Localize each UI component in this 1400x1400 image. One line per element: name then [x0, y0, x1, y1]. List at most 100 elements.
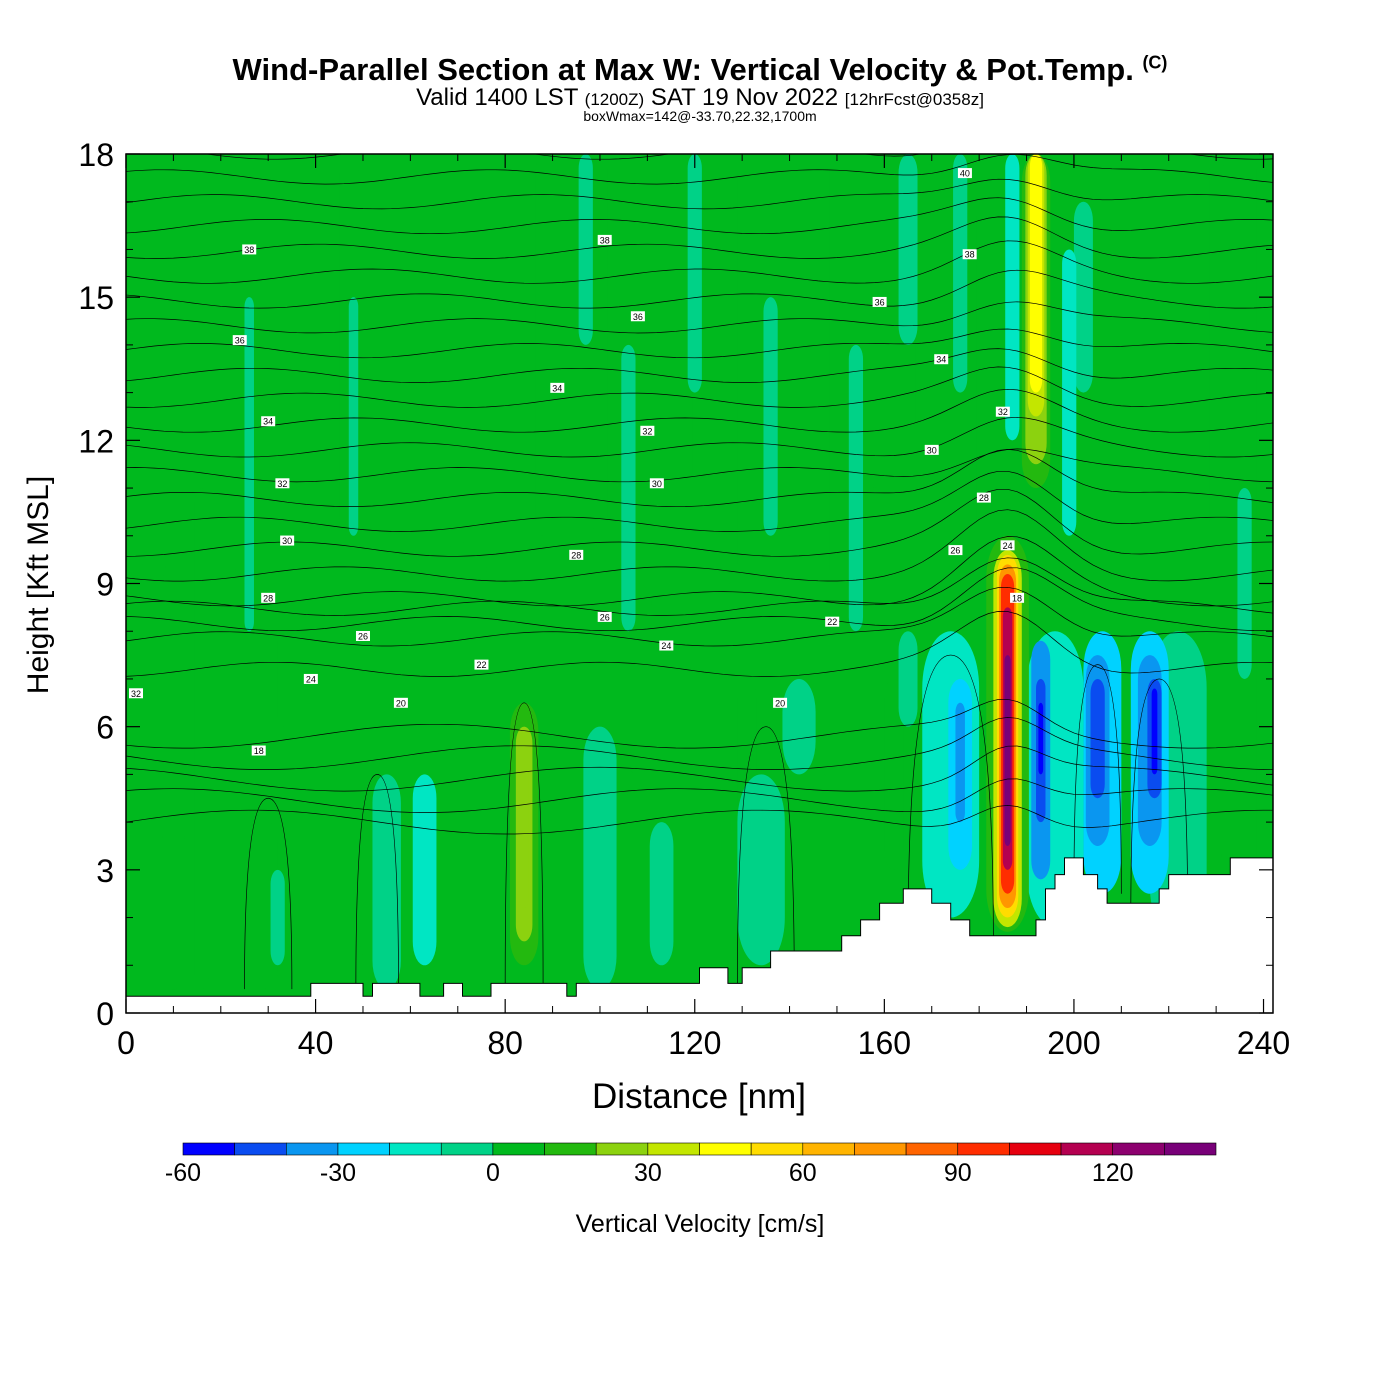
theta-contour-line	[126, 240, 1273, 284]
colorbar-swatch	[750, 1142, 804, 1156]
contour-label: 26	[950, 546, 960, 556]
chart-subtitle: Valid 1400 LST (1200Z) SAT 19 Nov 2022 […	[0, 86, 1400, 112]
velocity-cell	[277, 631, 288, 727]
contour-label-bg	[825, 616, 840, 627]
colorbar-swatch	[440, 1142, 494, 1156]
x-tick-label: 200	[1047, 1025, 1100, 1061]
velocity-cell	[953, 154, 968, 393]
contour-label-bg	[261, 592, 276, 603]
theta-contour-line	[737, 726, 795, 990]
contour-label: 32	[998, 407, 1008, 417]
theta-contour-line	[126, 805, 1273, 835]
contour-label: 28	[571, 550, 581, 560]
subtitle-forecast: [12hrFcst@0358z]	[844, 90, 984, 109]
contour-label-bg	[355, 630, 370, 641]
colorbar-swatch	[802, 1142, 855, 1156]
colorbar: -60 -30 0 30 60 90 120	[165, 1142, 1217, 1187]
terrain-mask	[126, 857, 1273, 1013]
colorbar-tick-label: 90	[944, 1159, 972, 1187]
velocity-cell	[1038, 702, 1044, 775]
contour-label-bg	[957, 168, 972, 179]
y-tick-label: 18	[78, 137, 114, 173]
contour-label: 34	[263, 417, 273, 427]
velocity-cell	[393, 154, 409, 679]
theta-contour-line	[126, 509, 1273, 582]
contour-label-bg	[1010, 592, 1025, 603]
contour-label: 26	[600, 612, 610, 622]
contour-label: 24	[1003, 541, 1013, 551]
velocity-cell	[621, 344, 636, 632]
contour-label-bg	[550, 382, 565, 393]
contour-label: 32	[642, 426, 652, 436]
velocity-cell	[623, 583, 653, 775]
contour-label: 34	[552, 383, 562, 393]
colorbar-swatch	[389, 1142, 442, 1156]
contour-label-bg	[948, 545, 963, 556]
theta-contour-line	[126, 470, 1273, 532]
velocity-cell	[486, 154, 506, 584]
plot-area: 38 38 38 40 36 36 36 34 34 34 32 32 32 32 30 30 30 28 28 28…	[126, 154, 1273, 1013]
theta-contour-line	[1073, 664, 1122, 894]
contour-label: 28	[263, 593, 273, 603]
contour-label: 40	[960, 169, 970, 179]
contour-label-bg	[474, 659, 489, 670]
velocity-cell	[1128, 154, 1143, 536]
contour-label-bg	[640, 425, 655, 436]
theta-contour-line	[126, 328, 1273, 359]
velocity-cell	[1031, 154, 1041, 298]
velocity-cell	[829, 154, 845, 584]
contour-label-bg	[597, 611, 612, 622]
velocity-cell	[296, 154, 307, 632]
y-tick-label: 9	[96, 567, 114, 603]
theta-contour-line	[126, 586, 1273, 647]
velocity-cell	[1151, 688, 1158, 775]
copyright-mark: (C)	[1142, 52, 1168, 73]
theta-contour-line	[355, 774, 399, 990]
velocity-cell	[348, 297, 359, 536]
potential-temperature-contours: 38 38 38 40 36 36 36 34 34 34 32 32 32 32 30 30 30 28 28 28…	[126, 154, 1273, 990]
theta-contour-line	[126, 557, 1273, 616]
theta-contour-line	[126, 449, 1273, 508]
theta-contour-line	[126, 301, 1273, 334]
velocity-cell	[763, 297, 778, 536]
colorbar-swatch	[1009, 1142, 1062, 1156]
theta-contour-line	[126, 567, 1273, 632]
contour-label-bg	[773, 697, 788, 708]
velocity-cell	[737, 774, 785, 966]
colorbar-swatch	[285, 1142, 339, 1156]
velocity-cell	[955, 702, 965, 823]
contour-label-bg	[280, 535, 295, 546]
contour-label: 22	[827, 617, 837, 627]
contour-label: 20	[396, 698, 406, 708]
colorbar-tick-label: -30	[320, 1159, 356, 1187]
contour-label: 38	[244, 245, 254, 255]
theta-contour-line	[126, 388, 1273, 433]
contour-label: 38	[965, 250, 975, 260]
x-tick-label: 160	[858, 1025, 911, 1061]
colorbar-swatch	[854, 1142, 907, 1156]
theta-contour-line	[126, 778, 1273, 813]
theta-contour-line	[126, 416, 1273, 458]
colorbar-swatch	[234, 1142, 287, 1156]
x-tick-label: 240	[1237, 1025, 1290, 1061]
velocity-cell	[813, 774, 833, 990]
contour-label-bg	[242, 244, 257, 255]
velocity-cell	[244, 297, 254, 632]
theta-contour-line	[126, 698, 1273, 749]
colorbar-swatch	[699, 1142, 752, 1156]
x-tick-label: 40	[298, 1025, 334, 1061]
colorbar-swatch	[1164, 1142, 1217, 1156]
velocity-cell	[578, 154, 593, 345]
contour-label-bg	[251, 745, 266, 756]
contour-label: 18	[1012, 593, 1022, 603]
contour-label-bg	[649, 478, 664, 489]
colorbar-tick-label: 30	[634, 1159, 662, 1187]
contour-label: 36	[235, 336, 245, 346]
colorbar-swatch	[182, 1142, 235, 1156]
velocity-cell	[782, 678, 816, 775]
y-tick-label: 15	[78, 280, 114, 316]
contour-label-bg	[659, 640, 674, 651]
colorbar-swatch	[647, 1142, 700, 1156]
contour-label-bg	[129, 688, 143, 699]
